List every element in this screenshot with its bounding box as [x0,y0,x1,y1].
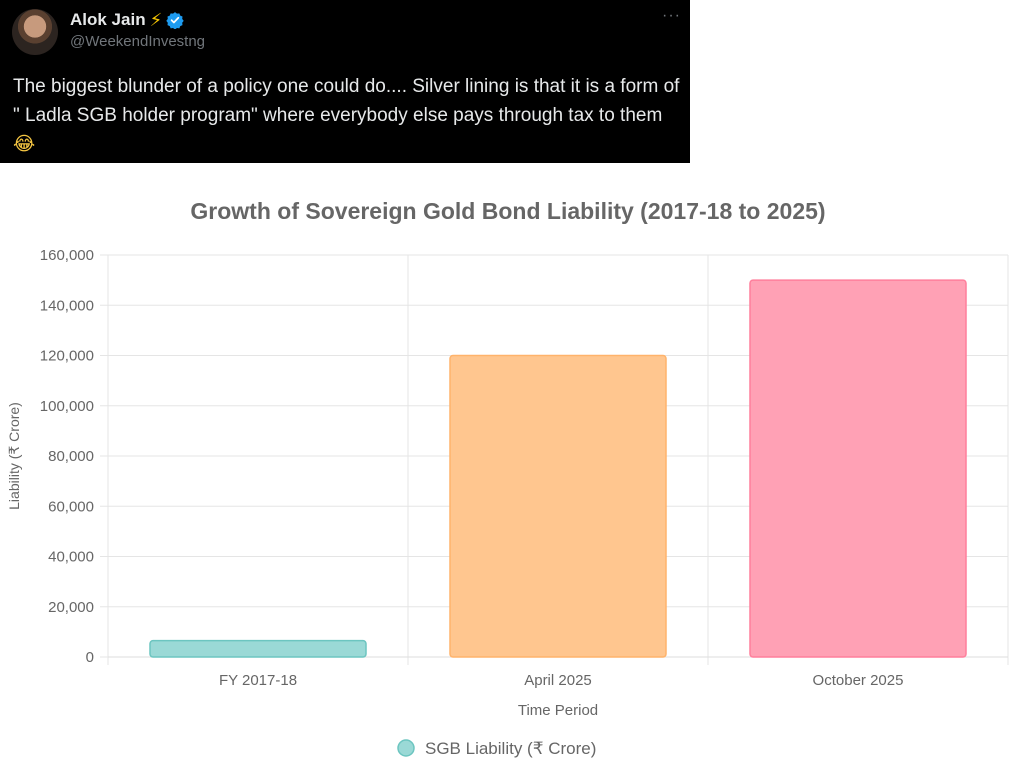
x-tick-label: October 2025 [813,672,904,689]
bar-october-2025[interactable] [749,279,967,658]
y-tick-label: 80,000 [48,448,94,465]
author-name[interactable]: Alok Jain [70,10,146,29]
y-tick-label: 160,000 [40,247,94,264]
y-tick-label: 60,000 [48,498,94,515]
y-axis-ticks: 0 20,000 40,000 60,000 80,000 100,000 120,000 1… [40,247,94,666]
chart-title: Growth of Sovereign Gold Bond Liability … [190,198,825,224]
bar-fy-2017-18[interactable] [149,639,367,658]
laughing-emoji-icon: 😂 [13,133,36,155]
y-axis-label: Liability (₹ Crore) [6,402,22,510]
y-tick-label: 0 [86,649,94,666]
verified-badge-icon [166,11,184,30]
legend-swatch-icon [397,739,415,757]
x-tick-label: FY 2017-18 [219,672,297,689]
legend-label: SGB Liability (₹ Crore) [425,739,596,758]
x-axis-ticks: FY 2017-18 April 2025 October 2025 [219,672,904,689]
y-tick-label: 100,000 [40,398,94,415]
tweet-body: The biggest blunder of a policy one coul… [13,76,680,126]
chart-bars [149,279,967,658]
chart-legend[interactable]: SGB Liability (₹ Crore) [397,739,596,758]
y-tick-label: 140,000 [40,297,94,314]
x-tick-label: April 2025 [524,672,592,689]
y-tick-label: 20,000 [48,599,94,616]
bar-chart: Growth of Sovereign Gold Bond Liability … [6,198,1009,758]
more-options-icon[interactable]: ··· [662,7,681,24]
avatar[interactable] [12,9,58,55]
author-line: Alok Jain ⚡ [70,10,184,30]
author-handle[interactable]: @WeekendInvestng [70,33,206,50]
chart-container: Growth of Sovereign Gold Bond Liability … [0,170,1009,772]
bar-april-2025[interactable] [449,354,667,658]
x-axis-label: Time Period [518,702,598,719]
y-tick-label: 40,000 [48,549,94,566]
tweet-card: Alok Jain ⚡ @WeekendInvestng ··· The big… [0,0,690,163]
y-tick-label: 120,000 [40,348,94,365]
lightning-icon: ⚡ [149,10,163,30]
tweet-text: The biggest blunder of a policy one coul… [13,72,683,159]
